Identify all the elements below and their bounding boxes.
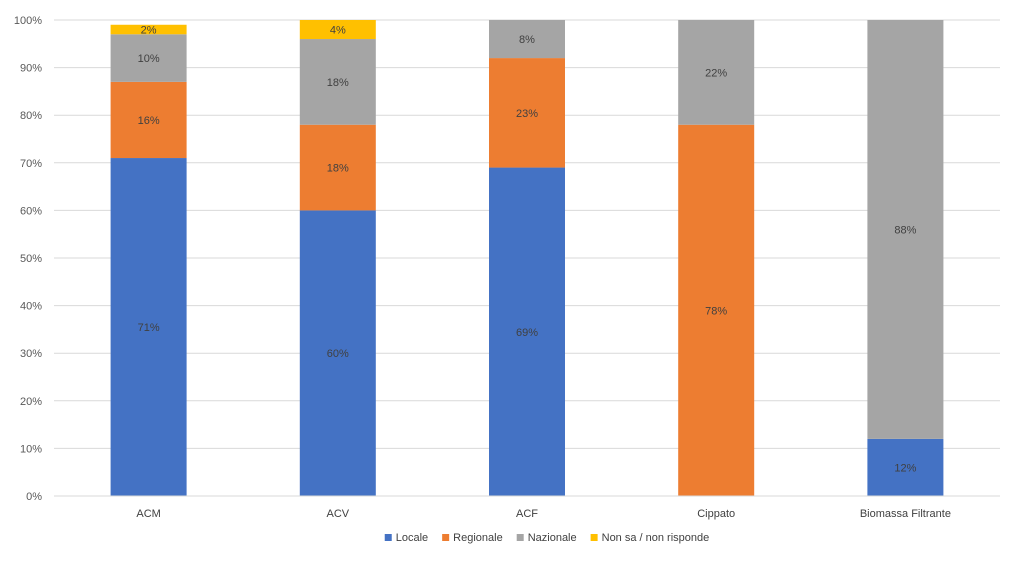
x-axis: ACM ACV ACF Cippato Biomassa Filtrante xyxy=(54,495,1000,520)
y-tick-label: 90% xyxy=(20,63,42,75)
legend-swatch xyxy=(384,534,392,541)
y-tick-label: 40% xyxy=(20,301,42,313)
legend-item: Locale xyxy=(384,532,428,544)
legend-item: Nazionale xyxy=(516,532,577,544)
bar-segment xyxy=(678,124,755,496)
data-label: 71% xyxy=(138,322,160,334)
legend-label: Non sa / non risponde xyxy=(602,532,710,544)
y-tick-label: 10% xyxy=(20,443,42,455)
y-tick-label: 0% xyxy=(26,491,42,503)
y-tick-label: 100% xyxy=(14,15,42,27)
bar-group: 78% 22% xyxy=(678,20,755,496)
y-tick-label: 80% xyxy=(20,110,42,122)
data-label: 4% xyxy=(330,25,346,37)
data-label: 22% xyxy=(705,67,727,79)
data-label: 10% xyxy=(138,53,160,65)
bar-segment xyxy=(299,39,376,125)
data-label: 12% xyxy=(894,462,916,474)
data-label: 23% xyxy=(516,108,538,120)
y-axis: 0% 10% 20% 30% 40% 50% 60% 70% 80% 90% 100% xyxy=(14,15,42,503)
data-label: 78% xyxy=(705,305,727,317)
bar-group: 12% 88% xyxy=(867,20,944,496)
x-tick-label: Cippato xyxy=(697,508,735,520)
legend-label: Locale xyxy=(396,532,428,544)
bar-segment xyxy=(299,210,376,496)
bars: 71% 16% 10% 2% 60% 18% 18% 4% 69% 23% 8% 78% 22% 12% 8… xyxy=(110,20,944,497)
legend-swatch xyxy=(590,534,598,541)
data-label: 18% xyxy=(327,163,349,175)
bar-group: 60% 18% 18% 4% xyxy=(299,20,376,496)
legend-item: Non sa / non risponde xyxy=(590,532,710,544)
bar-segment xyxy=(299,124,376,211)
legend-item: Regionale xyxy=(442,532,503,544)
bar-segment xyxy=(110,81,187,159)
bar-segment xyxy=(110,158,187,497)
legend-label: Regionale xyxy=(453,532,503,544)
y-tick-label: 50% xyxy=(20,253,42,265)
bar-segment xyxy=(110,34,187,82)
y-tick-label: 30% xyxy=(20,348,42,360)
data-label: 16% xyxy=(138,115,160,127)
legend-swatch xyxy=(516,534,524,541)
bar-group: 69% 23% 8% xyxy=(489,20,565,496)
bar-segment xyxy=(678,20,755,125)
y-tick-label: 60% xyxy=(20,205,42,217)
x-tick-label: ACF xyxy=(516,508,538,520)
data-label: 18% xyxy=(327,77,349,89)
data-label: 2% xyxy=(141,25,157,37)
x-tick-label: ACV xyxy=(326,508,349,520)
x-tick-label: ACM xyxy=(136,508,160,520)
bar-segment xyxy=(110,24,187,35)
bar-segment xyxy=(299,20,376,40)
bar-group: 71% 16% 10% 2% xyxy=(110,24,187,497)
legend-swatch xyxy=(442,534,450,541)
data-label: 69% xyxy=(516,327,538,339)
bar-segment xyxy=(489,20,565,59)
bar-segment xyxy=(867,438,944,496)
y-tick-label: 20% xyxy=(20,396,42,408)
data-label: 8% xyxy=(519,34,535,46)
legend: Locale Regionale Nazionale Non sa / non ris… xyxy=(384,532,710,544)
data-label: 88% xyxy=(894,224,916,236)
bar-segment xyxy=(867,20,944,439)
y-tick-label: 70% xyxy=(20,158,42,170)
x-tick-label: Biomassa Filtrante xyxy=(860,508,951,520)
legend-label: Nazionale xyxy=(528,532,577,544)
data-label: 60% xyxy=(327,348,349,360)
bar-segment xyxy=(489,58,565,168)
bar-segment xyxy=(489,167,565,496)
